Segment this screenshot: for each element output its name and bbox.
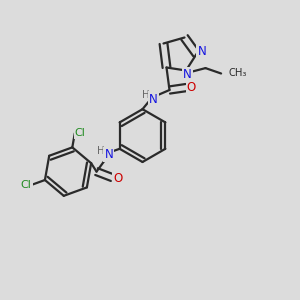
- Text: CH₃: CH₃: [229, 68, 247, 79]
- Text: N: N: [104, 148, 113, 161]
- Text: O: O: [113, 172, 122, 185]
- Text: N: N: [197, 45, 206, 58]
- Text: H: H: [97, 146, 105, 156]
- Text: Cl: Cl: [75, 128, 86, 138]
- Text: Cl: Cl: [21, 180, 32, 190]
- Text: N: N: [183, 68, 192, 81]
- Text: O: O: [187, 81, 196, 94]
- Text: H: H: [142, 90, 150, 100]
- Text: N: N: [149, 92, 158, 106]
